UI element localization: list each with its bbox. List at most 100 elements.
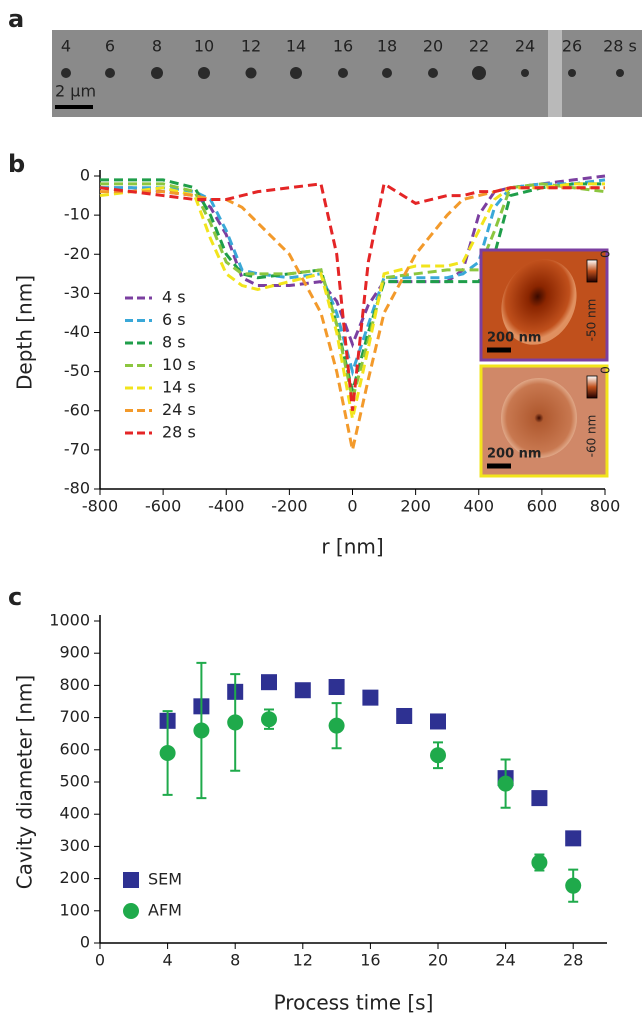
x-tick-label: 4 bbox=[163, 951, 173, 970]
sem-point bbox=[362, 689, 379, 706]
depth-profile bbox=[100, 178, 605, 392]
y-tick-label: 500 bbox=[59, 772, 90, 791]
legend-marker bbox=[123, 872, 139, 888]
time-label: 14 bbox=[286, 37, 306, 56]
sem-point bbox=[430, 713, 446, 730]
x-axis-title: r [nm] bbox=[321, 535, 383, 559]
legend-label: 6 s bbox=[162, 310, 186, 329]
y-tick-label: -80 bbox=[64, 479, 90, 498]
cavity-dot bbox=[245, 67, 257, 79]
colorbar-min: -50 nm bbox=[585, 299, 599, 342]
y-tick-label: -40 bbox=[64, 322, 90, 341]
colorbar-max: 0 bbox=[599, 366, 613, 374]
afm-cavity bbox=[501, 378, 577, 458]
y-tick-label: -70 bbox=[64, 439, 90, 458]
cavity-dot bbox=[198, 67, 210, 79]
cavity-dot bbox=[616, 69, 624, 77]
afm-point bbox=[159, 745, 176, 762]
afm-point bbox=[531, 854, 548, 871]
time-label: 10 bbox=[194, 37, 214, 56]
time-label: 24 bbox=[515, 37, 535, 56]
time-label: 20 bbox=[423, 37, 443, 56]
depth-profile bbox=[100, 182, 606, 400]
panel-label: c bbox=[8, 583, 22, 611]
x-tick-label: 24 bbox=[495, 951, 515, 970]
x-tick-label: -600 bbox=[145, 497, 181, 516]
time-label: 8 bbox=[152, 37, 162, 56]
cavity-dot bbox=[568, 69, 576, 77]
cavity-dot bbox=[338, 68, 348, 78]
y-axis-title: Cavity diameter [nm] bbox=[13, 675, 37, 889]
y-tick-label: 1000 bbox=[49, 611, 90, 630]
x-tick-label: 28 bbox=[563, 951, 583, 970]
afm-point bbox=[497, 775, 514, 792]
time-label: 4 bbox=[61, 37, 71, 56]
legend-label: 24 s bbox=[162, 400, 196, 419]
x-tick-label: 8 bbox=[230, 951, 240, 970]
legend-label: 10 s bbox=[162, 355, 196, 374]
x-tick-label: 600 bbox=[527, 497, 558, 516]
cavity-dot bbox=[151, 67, 163, 79]
legend-label: 14 s bbox=[162, 378, 196, 397]
x-tick-label: -200 bbox=[271, 497, 307, 516]
y-tick-label: -60 bbox=[64, 400, 90, 419]
afm-point bbox=[227, 714, 244, 731]
y-tick-label: 200 bbox=[59, 868, 90, 887]
time-label: 18 bbox=[377, 37, 397, 56]
colorbar-max: 0 bbox=[599, 250, 613, 258]
sem-artifact bbox=[548, 30, 562, 117]
x-axis-title: Process time [s] bbox=[274, 991, 434, 1015]
inset-scale-label: 200 nm bbox=[487, 447, 541, 462]
cavity-dot bbox=[290, 67, 302, 79]
x-tick-label: 800 bbox=[590, 497, 621, 516]
legend-label: SEM bbox=[148, 870, 182, 889]
panel-label: a bbox=[8, 5, 24, 33]
time-label: 16 bbox=[333, 37, 353, 56]
y-tick-label: -50 bbox=[64, 361, 90, 380]
cavity-dot bbox=[105, 68, 115, 78]
time-label: 12 bbox=[241, 37, 261, 56]
y-tick-label: 0 bbox=[80, 933, 90, 952]
scale-bar-label: 2 µm bbox=[55, 82, 96, 101]
cavity-dot bbox=[521, 69, 529, 77]
sem-point bbox=[396, 707, 413, 724]
y-tick-label: 700 bbox=[59, 707, 90, 726]
legend-marker bbox=[123, 903, 139, 919]
legend-label: AFM bbox=[148, 901, 182, 920]
y-tick-label: -10 bbox=[64, 205, 90, 224]
sem-point bbox=[565, 830, 582, 847]
y-tick-label: 800 bbox=[59, 675, 90, 694]
x-tick-label: 12 bbox=[293, 951, 313, 970]
x-tick-label: -400 bbox=[208, 497, 244, 516]
cavity-dot bbox=[428, 68, 438, 78]
y-axis-title: Depth [nm] bbox=[13, 275, 37, 390]
afm-point bbox=[193, 722, 210, 739]
inset-scale-label: 200 nm bbox=[487, 331, 541, 346]
depth-profile bbox=[99, 181, 605, 411]
sem-point bbox=[531, 790, 548, 807]
x-tick-label: 0 bbox=[347, 497, 357, 516]
y-tick-label: 900 bbox=[59, 643, 90, 662]
legend-label: 4 s bbox=[162, 288, 186, 307]
afm-point bbox=[328, 717, 345, 734]
colorbar bbox=[586, 375, 598, 399]
sem-point bbox=[294, 682, 311, 699]
sem-point bbox=[328, 679, 345, 696]
afm-point bbox=[430, 747, 446, 764]
x-tick-label: 16 bbox=[360, 951, 380, 970]
depth-profile bbox=[99, 182, 605, 419]
y-tick-label: 0 bbox=[80, 166, 90, 185]
y-tick-label: -20 bbox=[64, 244, 90, 263]
time-label: 28 s bbox=[603, 37, 637, 56]
cavity-dot bbox=[382, 68, 392, 78]
time-label: 26 bbox=[562, 37, 582, 56]
x-tick-label: 400 bbox=[463, 497, 494, 516]
sem-point bbox=[261, 674, 277, 691]
x-tick-label: 200 bbox=[400, 497, 431, 516]
cavity-dot bbox=[472, 66, 486, 80]
y-tick-label: 300 bbox=[59, 836, 90, 855]
y-tick-label: 100 bbox=[59, 900, 90, 919]
legend-label: 8 s bbox=[162, 333, 186, 352]
x-tick-label: -800 bbox=[82, 497, 118, 516]
